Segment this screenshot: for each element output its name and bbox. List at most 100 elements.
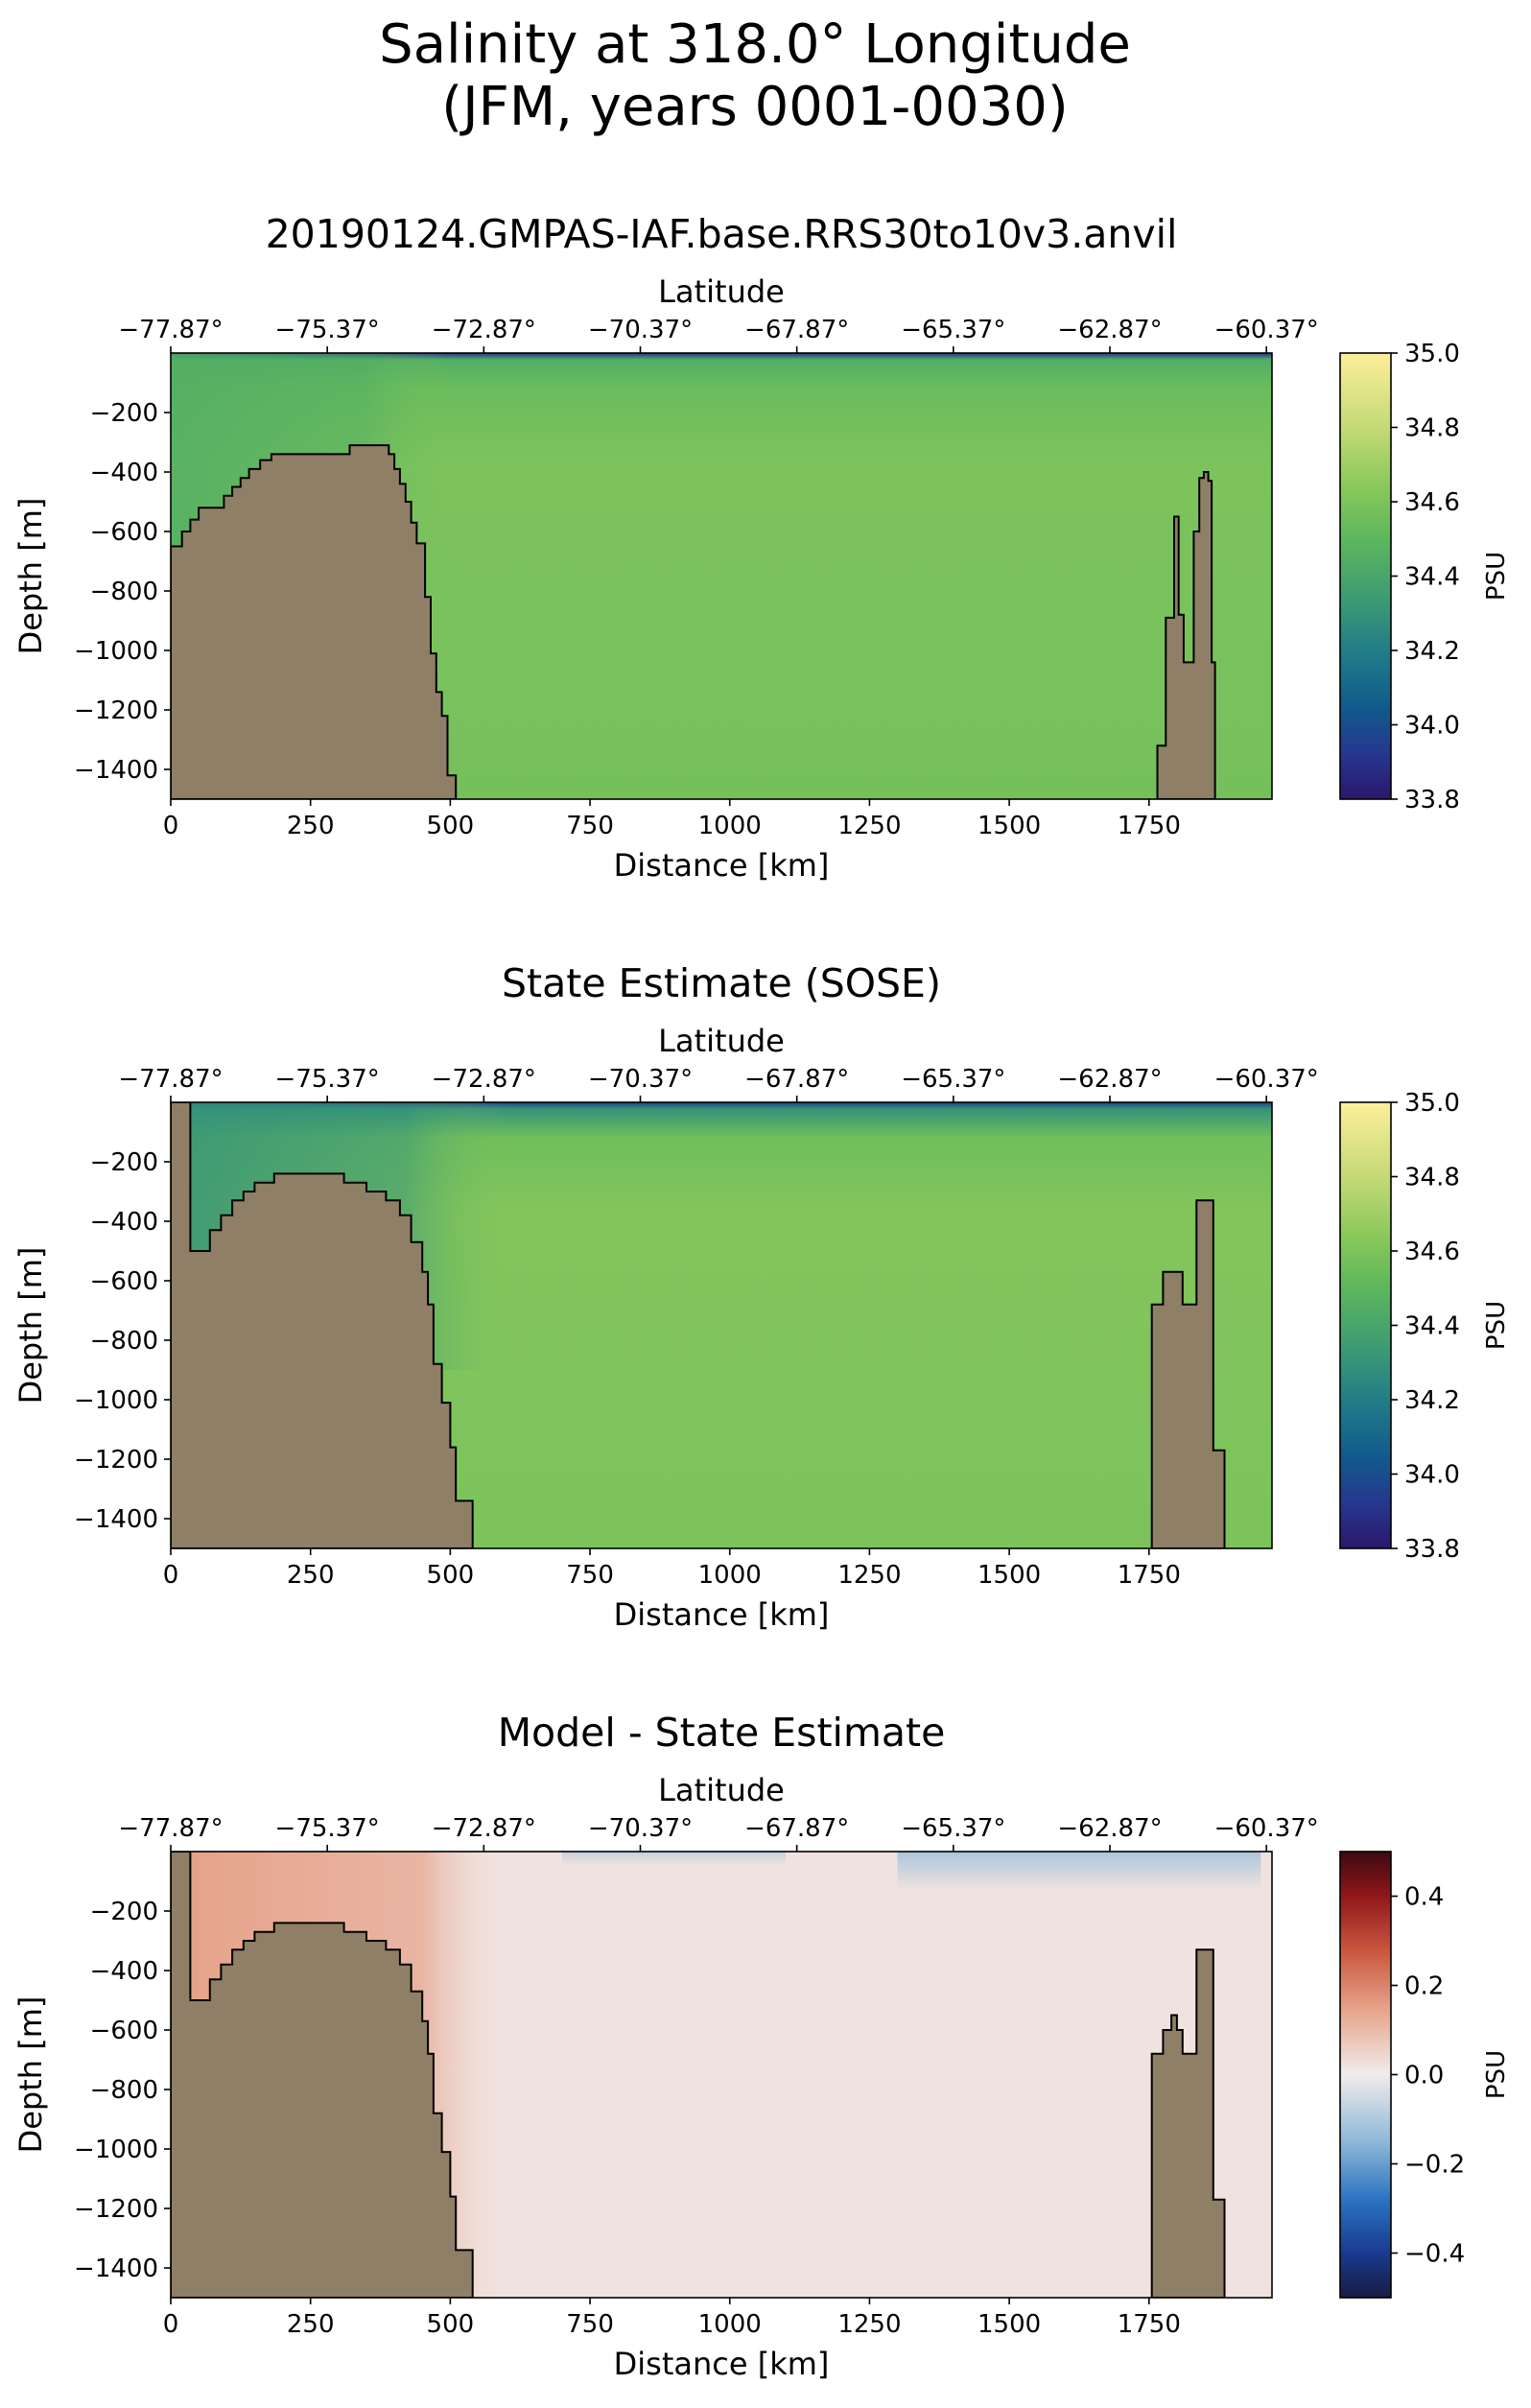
top-tick-label: −67.87°: [744, 316, 849, 344]
figure-title-line2: (JFM, years 0001-0030): [441, 76, 1069, 138]
top-tick-label: −77.87°: [118, 1814, 223, 1843]
x-tick-label: 500: [427, 1561, 475, 1590]
panel-2: State Estimate (SOSE) 0 250 500 750 1000 1250 1…: [12, 960, 1511, 1633]
y-tick-label: −800: [90, 1327, 158, 1356]
bathymetry-right: [1156, 471, 1216, 799]
y-tick-label: −1200: [74, 1446, 158, 1475]
y-tick-label: −400: [90, 1957, 158, 1986]
y-axis-label: Depth [m]: [12, 1247, 49, 1405]
top-tick-label: −72.87°: [432, 1814, 536, 1843]
panel-1: 20190124.GMPAS-IAF.base.RRS30to10v3.anvi…: [12, 211, 1511, 884]
x-tick-label: 500: [427, 2310, 475, 2339]
colorbar: [1339, 352, 1392, 800]
bathymetry-left: [171, 1102, 474, 1548]
x-tick-label: 250: [287, 1561, 335, 1590]
x-axis-label: Distance [km]: [614, 2346, 830, 2382]
colorbar-tick-label: 33.8: [1404, 786, 1460, 814]
y-tick-label: −800: [90, 578, 158, 606]
colorbar-tick-label: 34.4: [1404, 1312, 1460, 1341]
x-tick-label: 1250: [837, 2310, 901, 2339]
y-tick-label: −1400: [74, 1505, 158, 1534]
top-tick-label: −70.37°: [588, 316, 693, 344]
x-axis-label: Distance [km]: [614, 847, 830, 884]
colorbar-tick-label: 34.2: [1404, 1386, 1460, 1415]
y-axis-label: Depth [m]: [12, 1996, 49, 2154]
y-tick-label: −400: [90, 1208, 158, 1237]
x-tick-label: 750: [566, 812, 614, 840]
colorbar-tick-label: 0.2: [1404, 1972, 1444, 2001]
top-tick-label: −60.37°: [1214, 316, 1319, 344]
y-tick-label: −400: [90, 459, 158, 487]
surface-anomaly-band: [897, 1852, 1261, 1890]
panel-3: Model - State Estimate 0 250 500 750 1000 1250…: [12, 1710, 1511, 2382]
colorbar-tick-label: 34.8: [1404, 414, 1460, 443]
top-tick-label: −60.37°: [1214, 1814, 1319, 1843]
y-tick-label: −200: [90, 399, 158, 428]
colorbar: [1339, 1851, 1392, 2299]
top-tick-label: −77.87°: [118, 1065, 223, 1094]
top-tick-label: −60.37°: [1214, 1065, 1319, 1094]
y-tick-label: −600: [90, 518, 158, 547]
colorbar-tick-label: 34.0: [1404, 712, 1460, 741]
top-tick-label: −65.37°: [901, 1065, 1005, 1094]
colorbar-tick-label: 33.8: [1404, 1535, 1460, 1564]
colorbar-tick-label: 34.0: [1404, 1461, 1460, 1490]
x-tick-label: 1250: [837, 1561, 901, 1590]
y-tick-label: −600: [90, 1267, 158, 1296]
y-tick-label: −1400: [74, 2255, 158, 2283]
top-axis-label: Latitude: [658, 1023, 785, 1059]
top-tick-label: −62.87°: [1057, 316, 1162, 344]
x-tick-label: 1750: [1118, 2310, 1181, 2339]
y-tick-label: −1000: [74, 1386, 158, 1415]
top-tick-label: −75.37°: [275, 1814, 380, 1843]
bathymetry-right: [1150, 1948, 1226, 2298]
bathymetry-right: [1150, 1199, 1226, 1548]
x-tick-label: 750: [566, 1561, 614, 1590]
y-axis-label: Depth [m]: [12, 498, 49, 655]
top-tick-label: −67.87°: [744, 1065, 849, 1094]
panel-title: State Estimate (SOSE): [502, 960, 941, 1006]
y-tick-label: −600: [90, 2017, 158, 2045]
top-tick-label: −65.37°: [901, 1814, 1005, 1843]
top-axis-label: Latitude: [658, 1772, 785, 1808]
panel-title: Model - State Estimate: [498, 1710, 946, 1756]
x-axis-label: Distance [km]: [614, 1596, 830, 1633]
top-tick-label: −77.87°: [118, 316, 223, 344]
x-tick-label: 1500: [977, 812, 1041, 840]
colorbar-tick-label: 0.4: [1404, 1883, 1444, 1912]
x-tick-label: 500: [427, 812, 475, 840]
x-tick-label: 250: [287, 812, 335, 840]
figure-title-line1: Salinity at 318.0° Longitude: [379, 13, 1131, 76]
plot-frame: [170, 352, 1273, 800]
colorbar-tick-label: 34.6: [1404, 488, 1460, 517]
y-tick-label: −1000: [74, 637, 158, 666]
x-tick-label: 1250: [837, 812, 901, 840]
surface-anomaly-band: [561, 1852, 787, 1865]
x-tick-label: 1000: [698, 2310, 762, 2339]
bathymetry-left: [171, 444, 458, 799]
colorbar-tick-label: 34.6: [1404, 1238, 1460, 1266]
top-axis-label: Latitude: [658, 273, 785, 310]
top-tick-label: −62.87°: [1057, 1814, 1162, 1843]
top-tick-label: −67.87°: [744, 1814, 849, 1843]
bathymetry-left: [171, 1852, 474, 2298]
x-tick-label: 0: [163, 812, 179, 840]
plot-frame: [170, 1101, 1273, 1549]
top-tick-label: −75.37°: [275, 316, 380, 344]
colorbar-tick-label: 0.0: [1404, 2062, 1444, 2090]
colorbar-tick-label: 35.0: [1404, 1089, 1460, 1118]
colorbar-label: PSU: [1482, 2050, 1511, 2099]
top-tick-label: −65.37°: [901, 316, 1005, 344]
x-tick-label: 1000: [698, 812, 762, 840]
top-tick-label: −62.87°: [1057, 1065, 1162, 1094]
top-tick-label: −75.37°: [275, 1065, 380, 1094]
plot-frame: [170, 1851, 1273, 2299]
colorbar-tick-label: −0.4: [1404, 2240, 1465, 2269]
x-tick-label: 0: [163, 2310, 179, 2339]
y-tick-label: −1000: [74, 2136, 158, 2164]
x-tick-label: 750: [566, 2310, 614, 2339]
y-tick-label: −200: [90, 1898, 158, 1926]
x-tick-label: 0: [163, 1561, 179, 1590]
colorbar-tick-label: −0.2: [1404, 2151, 1465, 2180]
